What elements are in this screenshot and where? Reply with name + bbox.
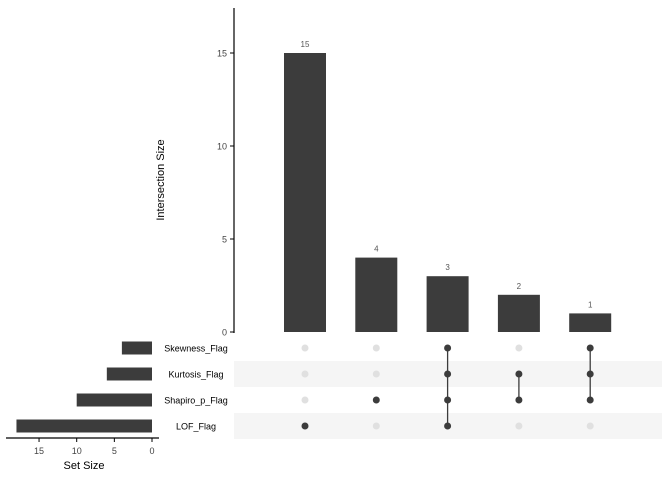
intersection-bar (426, 276, 469, 332)
matrix-dot-inactive (301, 344, 309, 352)
y-tick-label: 15 (217, 49, 227, 59)
set-name-label: Kurtosis_Flag (168, 370, 223, 380)
set-size-bar (16, 419, 153, 433)
x-tick-label: 0 (149, 446, 154, 456)
matrix-dot-inactive (515, 344, 523, 352)
bar-value-label: 1 (588, 300, 593, 309)
bar-value-label: 2 (517, 282, 522, 291)
y-tick-label: 5 (222, 235, 227, 245)
matrix-dot-active (586, 370, 594, 378)
matrix-dot-active (586, 396, 594, 404)
matrix-dot-inactive (372, 370, 380, 378)
matrix-dot-active (444, 396, 452, 404)
set-name-label: Shapiro_p_Flag (164, 396, 228, 406)
intersection-axis-label: Intersection Size (155, 139, 167, 220)
matrix-dot-inactive (515, 422, 523, 430)
matrix-dot-inactive (586, 422, 594, 430)
matrix-dot-active (444, 344, 452, 352)
x-tick-label: 15 (34, 446, 44, 456)
matrix-dot-active (586, 344, 594, 352)
intersection-bar (497, 294, 540, 332)
matrix-dot-inactive (301, 396, 309, 404)
y-tick-label: 0 (222, 328, 227, 338)
set-name-label: Skewness_Flag (164, 344, 228, 354)
intersection-bar (284, 53, 326, 332)
bar-value-label: 4 (374, 245, 379, 254)
set-size-bar (76, 393, 152, 407)
matrix-dot-inactive (372, 344, 380, 352)
matrix-dot-active (372, 396, 380, 404)
intersection-bar (569, 313, 612, 332)
set-size-bar (106, 367, 152, 381)
set-name-label: LOF_Flag (176, 422, 216, 432)
set-size-axis-label: Set Size (64, 460, 105, 472)
matrix-dot-active (515, 370, 523, 378)
matrix-dot-inactive (301, 370, 309, 378)
bar-value-label: 15 (301, 40, 310, 49)
matrix-dot-inactive (372, 422, 380, 430)
y-tick-label: 10 (217, 142, 227, 152)
matrix-dot-active (444, 422, 452, 430)
matrix-dot-active (444, 370, 452, 378)
matrix-dot-active (301, 422, 309, 430)
intersection-bar (355, 257, 398, 332)
matrix-dot-active (515, 396, 523, 404)
set-size-bar (121, 341, 152, 355)
x-tick-label: 10 (72, 446, 82, 456)
x-tick-label: 5 (112, 446, 117, 456)
bar-value-label: 3 (445, 263, 450, 272)
